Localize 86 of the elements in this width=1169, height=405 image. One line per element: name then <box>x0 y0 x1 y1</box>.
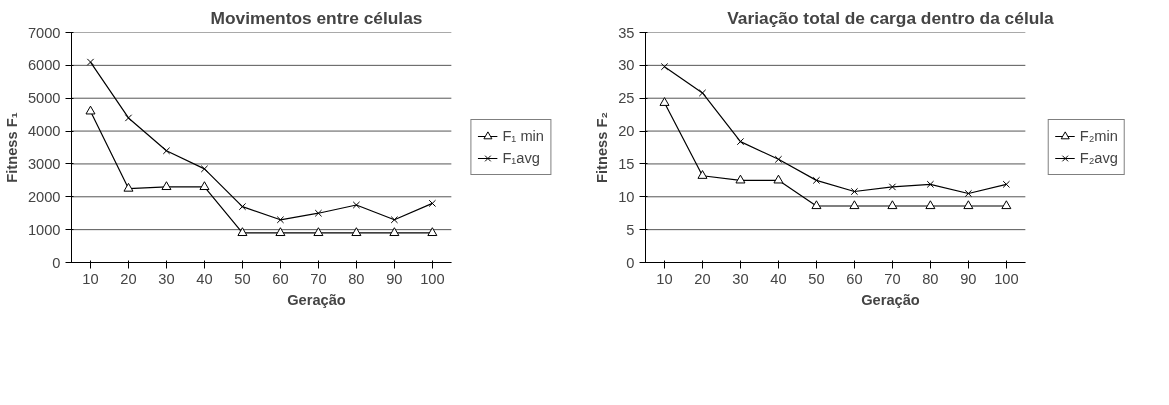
x-tick-label: 10 <box>82 270 99 287</box>
x-tick-label: 30 <box>158 270 175 287</box>
point <box>773 174 784 184</box>
point <box>811 200 822 210</box>
point <box>314 209 323 217</box>
y-tick-label: 5000 <box>27 90 61 107</box>
y-tick-label: 0 <box>626 254 635 271</box>
x-tick-label: 100 <box>994 270 1019 287</box>
x-tick-label: 70 <box>310 270 327 287</box>
point <box>963 200 974 210</box>
point <box>86 58 95 66</box>
point <box>276 216 285 224</box>
point <box>123 182 134 192</box>
point <box>351 227 362 237</box>
x-tick-label: 70 <box>884 270 901 287</box>
x-tick-label: 60 <box>846 270 863 287</box>
y-tick-label: 5 <box>626 221 635 238</box>
point <box>888 183 897 191</box>
point <box>925 200 936 210</box>
y-tick-label: 6000 <box>27 57 61 74</box>
point <box>964 189 973 198</box>
y-tick-label: 7000 <box>27 24 61 41</box>
point <box>200 165 209 173</box>
x-tick-label: 90 <box>386 270 403 287</box>
chart-title: Movimentos entre células <box>210 7 423 28</box>
point <box>238 202 247 211</box>
point <box>812 176 821 185</box>
point <box>161 181 172 191</box>
point <box>1001 200 1012 210</box>
point <box>1002 180 1011 188</box>
point <box>849 200 860 210</box>
x-axis-title: Geração <box>861 291 920 308</box>
legend-label: F₁ min <box>502 128 544 144</box>
y-tick-label: 0 <box>52 254 61 271</box>
x-tick-label: 20 <box>120 270 137 287</box>
y-tick-label: 2000 <box>27 188 61 205</box>
point <box>275 227 286 237</box>
y-tick-label: 30 <box>618 57 635 74</box>
point <box>427 227 438 237</box>
x-axis-title: Geração <box>287 291 346 308</box>
point <box>736 137 745 146</box>
x-tick-label: 20 <box>694 270 711 287</box>
y-axis-title: Fitness F₂ <box>594 112 611 183</box>
point <box>389 227 400 237</box>
point <box>697 170 708 179</box>
point <box>85 105 96 115</box>
point <box>313 227 324 237</box>
x-tick-label: 60 <box>272 270 289 287</box>
x-tick-label: 90 <box>960 270 977 287</box>
point <box>698 89 707 97</box>
point <box>774 155 783 164</box>
x-tick-label: 40 <box>196 270 213 287</box>
y-tick-label: 4000 <box>27 123 61 140</box>
y-tick-label: 1000 <box>27 221 61 238</box>
x-tick-label: 50 <box>808 270 825 287</box>
point <box>926 180 935 188</box>
y-axis-title: Fitness F₁ <box>3 112 20 183</box>
y-tick-label: 20 <box>618 123 635 140</box>
point <box>390 216 399 224</box>
point <box>659 97 670 106</box>
point <box>199 181 210 191</box>
chart-title: Variação total de carga dentro da célula <box>727 7 1055 28</box>
point <box>237 227 248 237</box>
y-tick-label: 3000 <box>27 155 61 172</box>
point <box>352 201 361 209</box>
legend-label: F₂min <box>1079 128 1118 144</box>
point <box>887 200 898 210</box>
point <box>850 187 859 196</box>
x-tick-label: 100 <box>420 270 445 287</box>
legend-label: F₁avg <box>502 150 540 166</box>
x-tick-label: 80 <box>922 270 939 287</box>
y-tick-label: 15 <box>618 155 635 172</box>
point <box>124 114 133 122</box>
legend-label: F₂avg <box>1079 150 1118 166</box>
y-tick-label: 35 <box>618 24 635 41</box>
x-tick-label: 10 <box>656 270 673 287</box>
x-tick-label: 30 <box>732 270 749 287</box>
point <box>660 62 669 71</box>
y-tick-label: 10 <box>618 188 635 205</box>
x-tick-label: 80 <box>348 270 365 287</box>
y-tick-label: 25 <box>618 90 635 107</box>
point <box>735 174 746 184</box>
point <box>162 147 171 155</box>
x-tick-label: 50 <box>234 270 251 287</box>
point <box>428 199 437 208</box>
x-tick-label: 40 <box>770 270 787 287</box>
